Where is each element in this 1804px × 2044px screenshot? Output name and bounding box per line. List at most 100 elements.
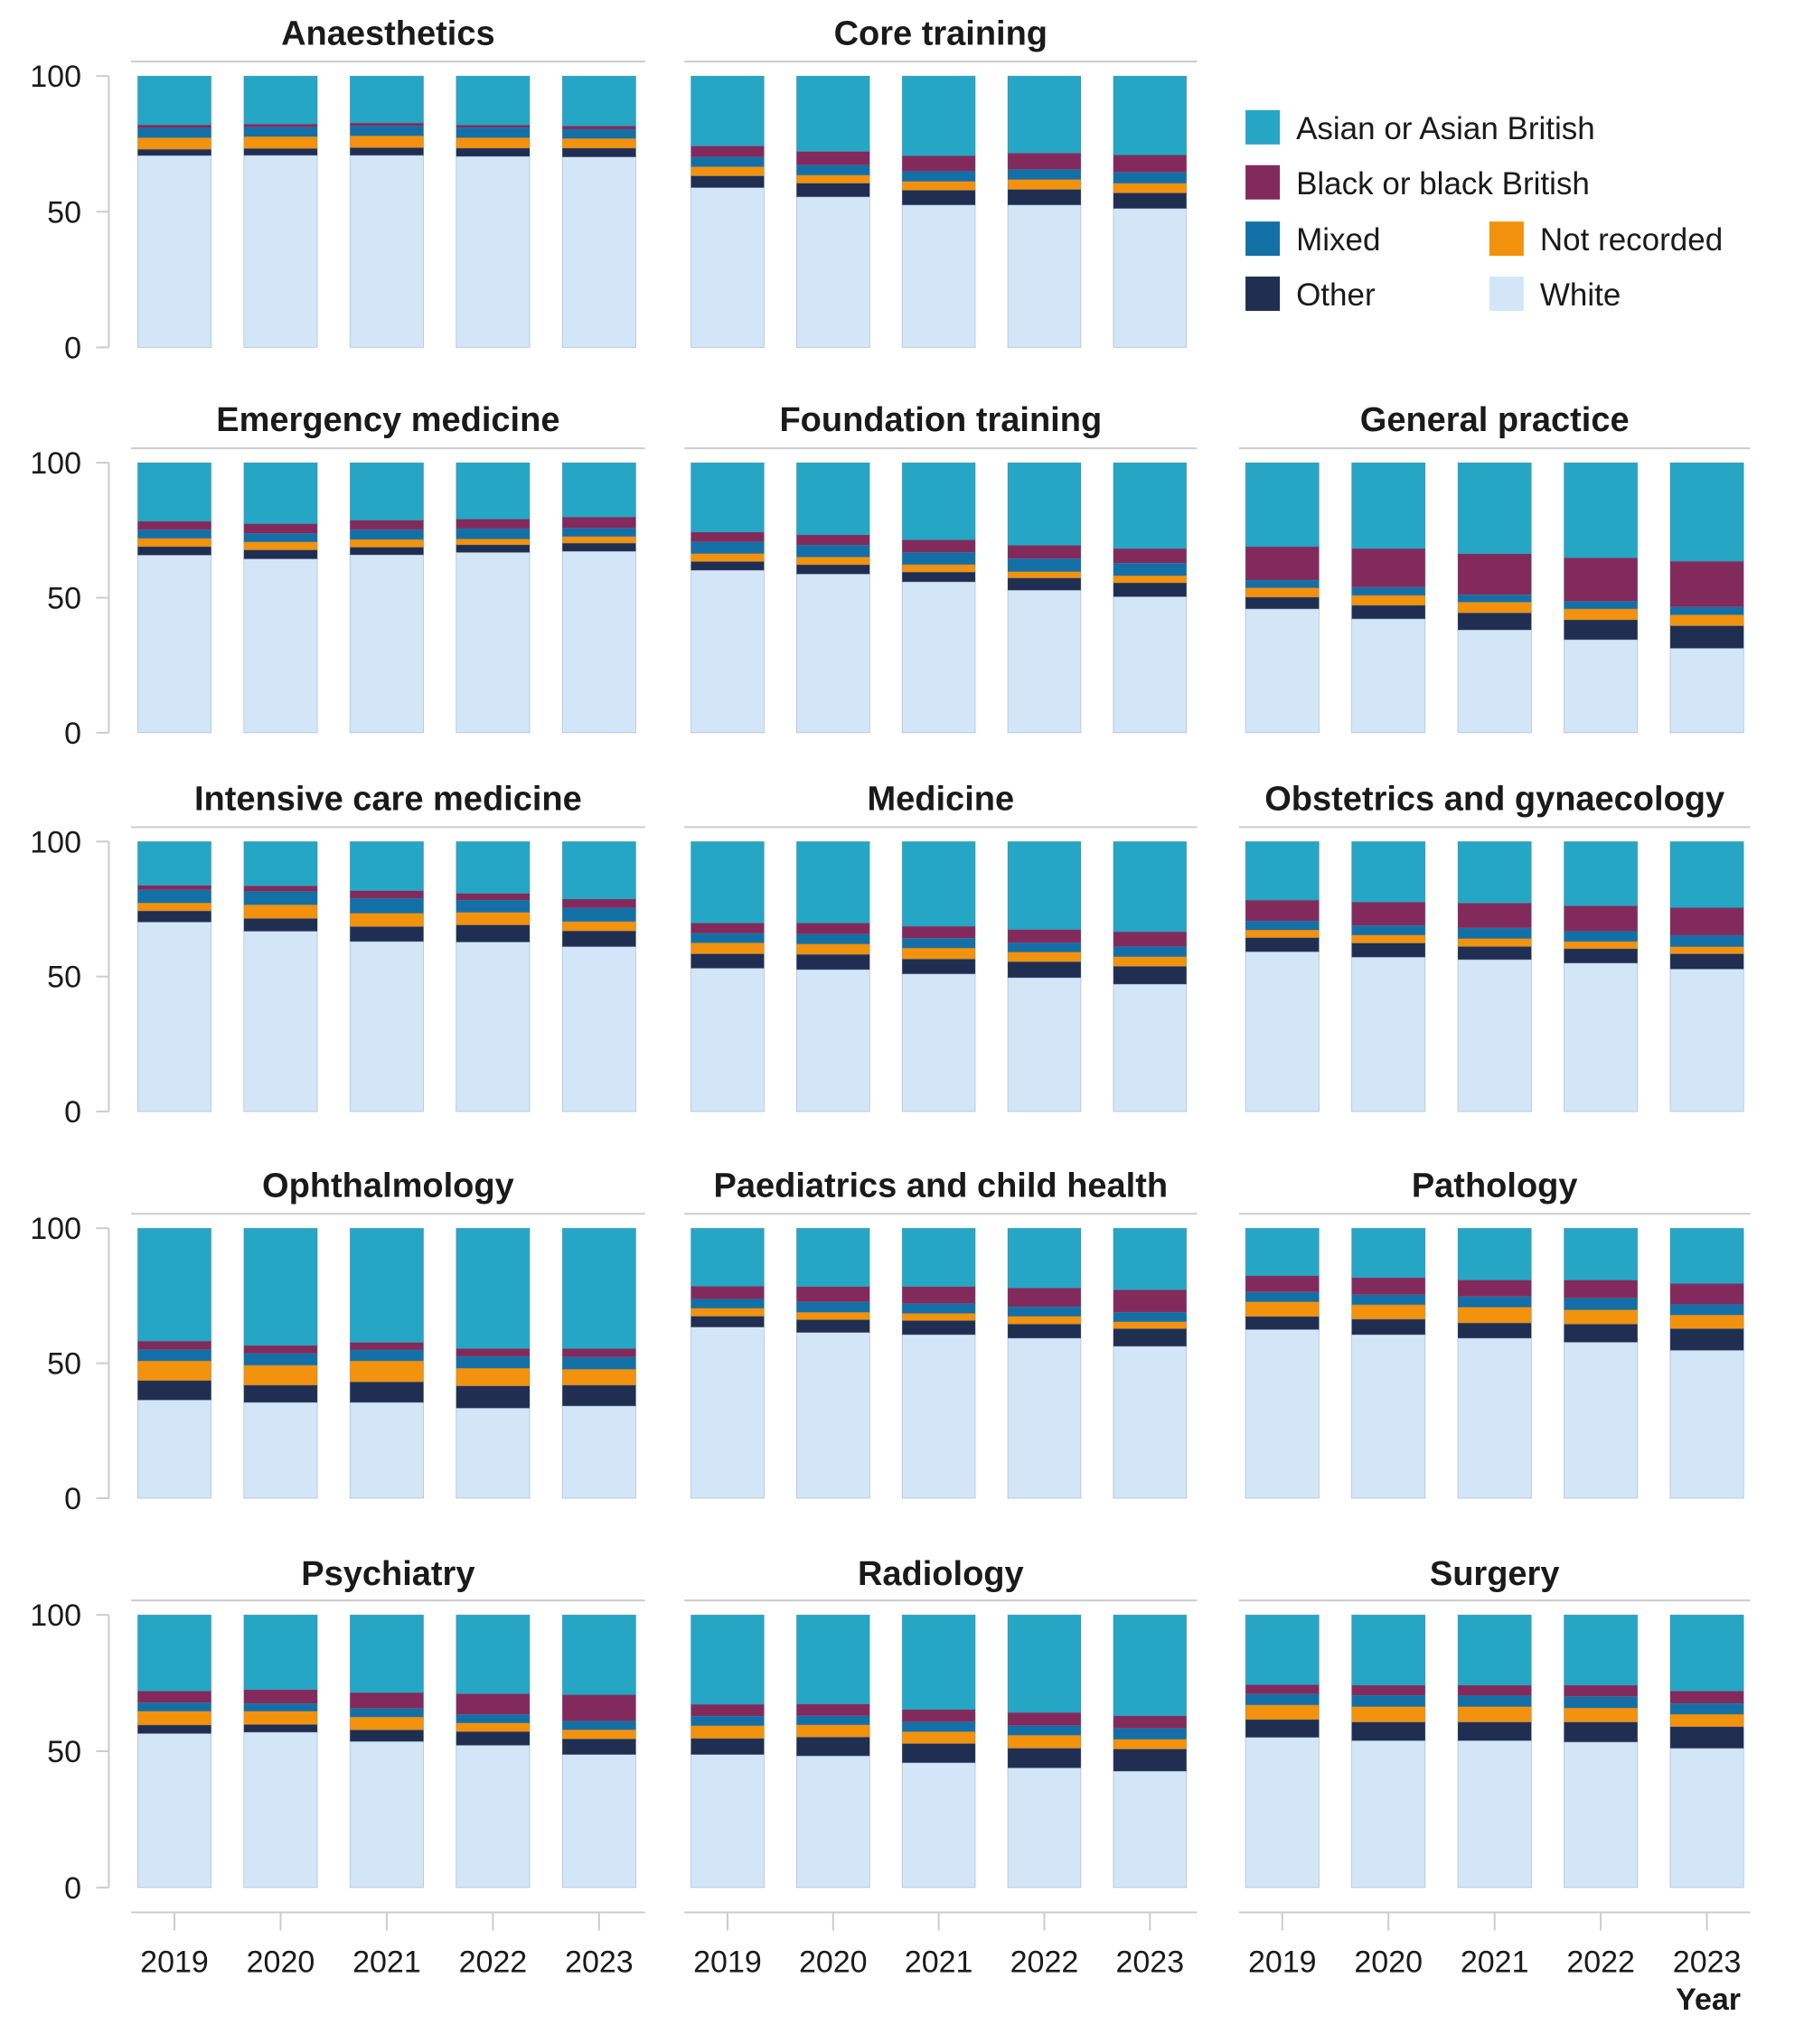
bar-segment-not-recorded <box>1351 934 1426 944</box>
bar-segment-asian-or-asian-british <box>795 1614 870 1705</box>
bar-segment-white <box>901 973 976 1112</box>
bar-segment-asian-or-asian-british <box>1351 1227 1426 1279</box>
bar-segment-other <box>1669 1726 1744 1749</box>
bar-segment-mixed <box>1351 586 1426 596</box>
bar-segment-mixed <box>1245 1291 1320 1302</box>
bar-segment-asian-or-asian-british <box>691 462 765 533</box>
bar-segment-asian-or-asian-british <box>1113 1614 1188 1717</box>
bar-segment-mixed <box>561 128 636 139</box>
bar-segment-asian-or-asian-british <box>1669 1614 1744 1692</box>
bar-segment-mixed <box>561 1356 636 1370</box>
panel-psychiatry: Psychiatry 0 50 100 <box>30 1555 645 1906</box>
bar-segment-black-or-black-british <box>691 531 765 543</box>
bar-segment-white <box>1457 959 1532 1112</box>
bar-segment-other <box>1351 942 1426 958</box>
bar-segment-mixed <box>349 897 425 914</box>
bar-segment-white <box>136 155 212 348</box>
bar-segment-other <box>136 910 212 923</box>
bar-segment-black-or-black-british <box>1113 931 1188 947</box>
bar-2023 <box>1669 1227 1744 1499</box>
bar-segment-not-recorded <box>1457 938 1532 947</box>
bar-2021 <box>901 462 976 734</box>
bar-segment-other <box>1113 1327 1188 1347</box>
bar-segment-not-recorded <box>691 942 765 954</box>
bar-segment-other <box>1564 619 1639 641</box>
bar-2019 <box>1245 1614 1320 1889</box>
bar-2019 <box>136 75 212 348</box>
bar-segment-not-recorded <box>349 913 425 927</box>
bar-segment-not-recorded <box>1351 1706 1426 1723</box>
bar-segment-white <box>1113 595 1188 734</box>
bar-segment-black-or-black-british <box>349 890 425 899</box>
panel-title: Core training <box>834 14 1048 52</box>
bar-segment-black-or-black-british <box>456 519 531 530</box>
bar-segment-asian-or-asian-british <box>243 1614 318 1691</box>
bar-segment-white <box>136 921 212 1112</box>
bar-segment-other <box>1007 577 1082 591</box>
bar-2020 <box>795 75 870 348</box>
bar-segment-black-or-black-british <box>456 893 531 901</box>
bar-segment-asian-or-asian-british <box>243 462 318 524</box>
bar-segment-white <box>561 1405 636 1499</box>
panel-title: Intensive care medicine <box>194 780 582 818</box>
bar-segment-white <box>1351 1739 1426 1889</box>
x-tick-label: 2023 <box>1115 1945 1184 1979</box>
bar-segment-mixed <box>1245 920 1320 931</box>
bar-segment-black-or-black-british <box>456 1348 531 1357</box>
bar-segment-asian-or-asian-british <box>1457 1614 1532 1686</box>
bar-segment-mixed <box>561 907 636 923</box>
bar-segment-black-or-black-british <box>1351 1684 1426 1696</box>
bar-2019 <box>1245 462 1320 734</box>
x-axis-1: 2019 2020 2021 2022 2023 <box>131 1911 645 1979</box>
bar-segment-asian-or-asian-british <box>1007 1614 1082 1713</box>
bar-2019 <box>136 1227 212 1499</box>
bar-segment-asian-or-asian-british <box>1113 75 1188 155</box>
bar-segment-white <box>1564 639 1639 734</box>
x-tick-label: 2021 <box>352 1945 421 1979</box>
bar-segment-other <box>1245 937 1320 952</box>
legend-item-asian-or-asian-british: Asian or Asian British <box>1245 109 1595 146</box>
legend: Asian or Asian British Black or black Bri… <box>1245 109 1723 313</box>
bar-segment-other <box>795 953 870 970</box>
bar-segment-black-or-black-british <box>1245 1275 1320 1293</box>
bar-segment-white <box>1245 951 1320 1112</box>
bar-segment-other <box>1564 1323 1639 1343</box>
y-tick-label: 50 <box>47 961 81 995</box>
x-axis-title: Year <box>1676 1983 1741 2017</box>
bar-segment-other <box>456 1385 531 1409</box>
bar-segment-asian-or-asian-british <box>561 462 636 518</box>
bar-segment-not-recorded <box>1564 941 1639 950</box>
bar-segment-asian-or-asian-british <box>1351 840 1426 903</box>
bar-segment-mixed <box>795 164 870 176</box>
bar-segment-asian-or-asian-british <box>1457 840 1532 904</box>
bar-segment-black-or-black-british <box>1007 1711 1082 1727</box>
bar-segment-white <box>1457 1739 1532 1889</box>
bar-segment-black-or-black-british <box>456 125 531 128</box>
bar-2022 <box>1564 1227 1639 1499</box>
bar-segment-asian-or-asian-british <box>1669 462 1744 562</box>
bar-2023 <box>561 1614 636 1889</box>
bar-segment-white <box>1007 1767 1082 1889</box>
bar-segment-black-or-black-british <box>1457 903 1532 929</box>
bar-segment-asian-or-asian-british <box>561 1227 636 1349</box>
legend-item-mixed: Mixed <box>1245 221 1380 258</box>
panel-title: Radiology <box>858 1555 1024 1593</box>
bar-segment-asian-or-asian-british <box>1007 462 1082 546</box>
bar-2021 <box>901 1614 976 1889</box>
bar-segment-white <box>901 1762 976 1889</box>
legend-item-not-recorded: Not recorded <box>1489 221 1723 258</box>
bar-2022 <box>1564 840 1639 1112</box>
bar-segment-black-or-black-british <box>1113 1715 1188 1730</box>
bar-segment-not-recorded <box>1457 1307 1532 1324</box>
bar-segment-not-recorded <box>1564 1707 1639 1723</box>
panel-intensive-care-medicine: Intensive care medicine 0 50 100 <box>30 780 645 1130</box>
bar-segment-not-recorded <box>1113 575 1188 584</box>
bar-segment-mixed <box>243 1702 318 1712</box>
bar-2020 <box>243 1614 318 1889</box>
x-tick-label: 2022 <box>1566 1945 1635 1979</box>
bar-segment-black-or-black-british <box>1564 1684 1639 1697</box>
bar-segment-white <box>456 1407 531 1499</box>
bar-segment-other <box>1113 192 1188 210</box>
bar-segment-mixed <box>691 156 765 167</box>
bar-segment-other <box>1457 612 1532 631</box>
